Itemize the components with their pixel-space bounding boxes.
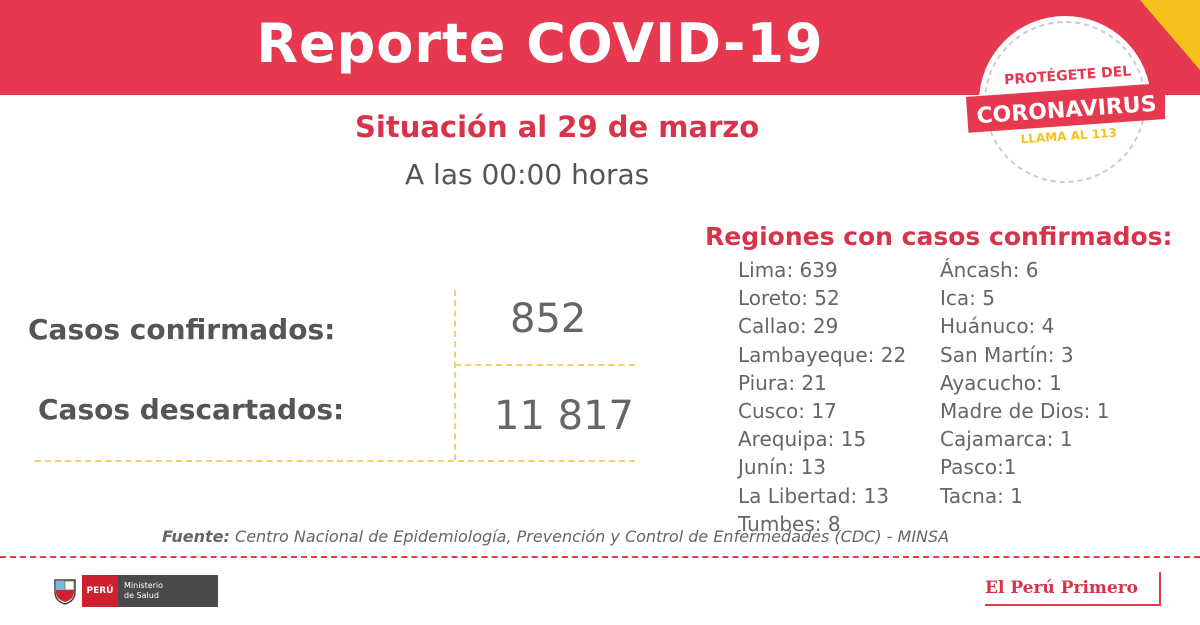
brand-text: El Perú Primero bbox=[985, 578, 1139, 598]
region-item: Pasco:1 bbox=[940, 455, 1017, 480]
coat-of-arms-icon bbox=[54, 579, 76, 605]
region-item: San Martín: 3 bbox=[940, 342, 1074, 367]
peru-label: PERÚ bbox=[82, 575, 118, 607]
divider-vertical bbox=[454, 290, 456, 460]
regions-column-2: Áncash: 6 Ica: 5 Huánuco: 4 San Martín: … bbox=[940, 256, 1109, 510]
situation-time: A las 00:00 horas bbox=[405, 158, 650, 191]
confirmed-label: Casos confirmados: bbox=[28, 313, 336, 346]
divider-horizontal bbox=[35, 460, 635, 462]
divider-horizontal bbox=[455, 364, 635, 366]
ministry-line1: Ministerio bbox=[124, 581, 164, 590]
region-item: Cajamarca: 1 bbox=[940, 427, 1073, 452]
region-item: La Libertad: 13 bbox=[738, 483, 890, 508]
el-peru-primero-logo: El Perú Primero bbox=[985, 572, 1161, 606]
regions-title: Regiones con casos confirmados: bbox=[705, 222, 1173, 251]
discarded-value: 11 817 bbox=[494, 393, 634, 439]
region-item: Huánuco: 4 bbox=[940, 314, 1055, 339]
confirmed-value: 852 bbox=[510, 296, 587, 342]
coronavirus-badge: PROTÉGETE DEL CORONAVIRUS LLAMA AL 113 bbox=[965, 16, 1165, 188]
source-label: Fuente: bbox=[162, 527, 230, 546]
region-item: Piura: 21 bbox=[738, 370, 827, 395]
source-note: Fuente: Centro Nacional de Epidemiología… bbox=[162, 527, 949, 546]
region-item: Ica: 5 bbox=[940, 286, 995, 311]
ministry-label: Ministerio de Salud bbox=[118, 575, 218, 607]
region-item: Loreto: 52 bbox=[738, 286, 840, 311]
region-item: Ayacucho: 1 bbox=[940, 370, 1062, 395]
region-item: Cusco: 17 bbox=[738, 399, 837, 424]
situation-date: Situación al 29 de marzo bbox=[355, 110, 760, 144]
region-item: Lambayeque: 22 bbox=[738, 342, 907, 367]
region-item: Madre de Dios: 1 bbox=[940, 399, 1110, 424]
region-item: Áncash: 6 bbox=[940, 258, 1039, 282]
region-item: Tacna: 1 bbox=[940, 483, 1023, 508]
footer-separator bbox=[0, 556, 1200, 558]
region-item: Arequipa: 15 bbox=[738, 427, 867, 452]
discarded-label: Casos descartados: bbox=[38, 393, 345, 426]
ministry-line2: de Salud bbox=[124, 591, 159, 600]
source-text: Centro Nacional de Epidemiología, Preven… bbox=[229, 527, 950, 546]
minsa-logo: PERÚ Ministerio de Salud bbox=[52, 575, 218, 607]
region-item: Tumbes: 8 bbox=[738, 511, 841, 536]
regions-column-1: Lima: 639 Loreto: 52 Callao: 29 Lambayeq… bbox=[738, 256, 906, 538]
region-item: Callao: 29 bbox=[738, 314, 839, 339]
region-item: Junín: 13 bbox=[738, 455, 827, 480]
region-item: Lima: 639 bbox=[738, 258, 838, 282]
badge-line3: LLAMA AL 113 bbox=[1020, 126, 1117, 147]
corner-decoration bbox=[1140, 0, 1200, 70]
page-title: Reporte COVID-19 bbox=[256, 12, 824, 75]
